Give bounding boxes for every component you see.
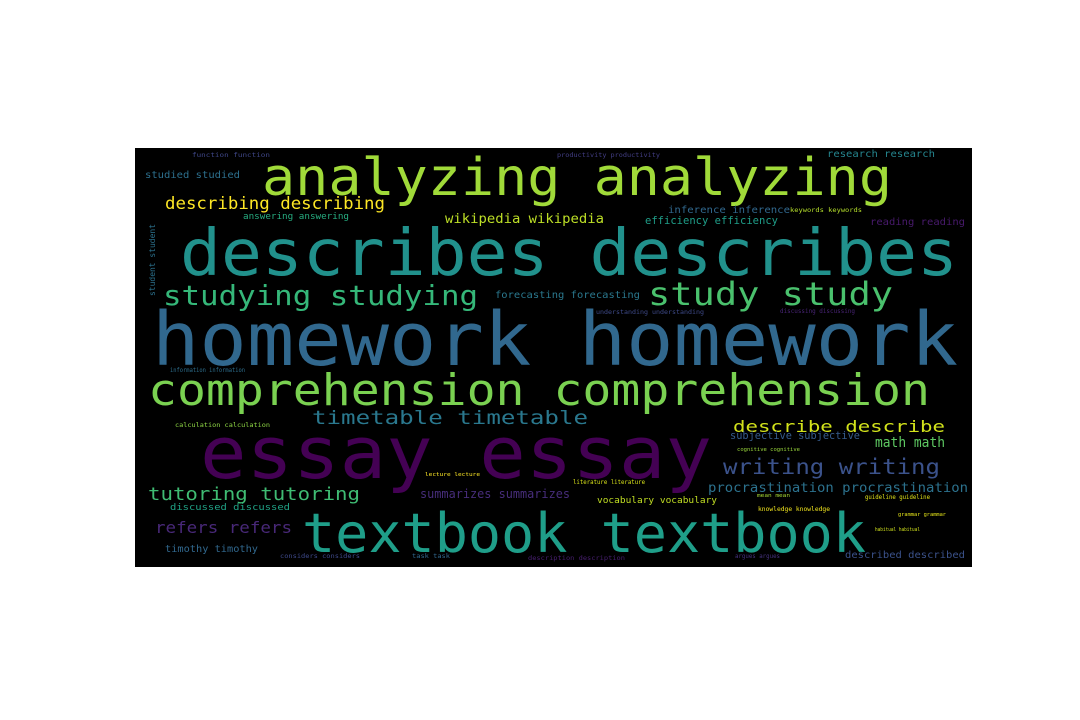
word: productivity productivity [557,152,660,159]
word: answering answering [243,212,349,222]
word: studying studying [163,279,478,312]
word: considers considers [280,553,360,560]
word: writing writing [723,455,940,479]
cloud-background [135,148,972,567]
word: inference inference [668,205,790,216]
word: research research [827,149,935,160]
word: analyzing analyzing [262,148,892,208]
word: information information [170,367,245,374]
word: calculation calculation [175,422,270,429]
word: reading reading [870,217,965,228]
word: function function [192,152,270,159]
word: described described [845,550,965,561]
word: student student [148,224,157,296]
word: discussed discussed [170,503,290,513]
word: mean mean [757,493,790,499]
word: habitual habitual [875,527,920,533]
word: lecture lecture [425,472,480,478]
word: keywords keywords [790,207,862,214]
word: vocabulary vocabulary [597,496,718,506]
word: grammar grammar [898,512,946,518]
word: summarizes summarizes [420,487,570,501]
word: subjective subjective [730,429,860,442]
word: describing describing [165,194,385,214]
word: task task [412,553,450,560]
word: argues argues [735,553,780,560]
word: description description [528,555,625,562]
word: wikipedia wikipedia [445,212,604,227]
word: refers refers [155,518,292,537]
word: comprehension comprehension [148,365,930,416]
word: knowledge knowledge [758,506,830,513]
word: forecasting forecasting [495,290,640,301]
word: literature literature [573,479,645,486]
word: essay essay [200,411,712,495]
word: homework homework [152,297,958,383]
word: timetable timetable [312,407,588,429]
word: understanding understanding [596,309,704,316]
word: math math [875,435,945,451]
word: procrastination procrastination [708,481,968,496]
word: discussing discussing [780,308,855,315]
word: efficiency efficiency [645,214,778,227]
word: guideline guideline [865,494,930,501]
word: study study [648,275,893,313]
word: studied studied [145,170,240,181]
word: describes describes [180,217,958,291]
word: cognitive cognitive [737,447,800,453]
words: analyzing analyzing describes describesho… [145,148,968,565]
word: describe describe [733,417,945,436]
word: tutoring tutoring [148,484,360,505]
word: timothy timothy [165,544,258,555]
word: textbook textbook [302,502,866,565]
